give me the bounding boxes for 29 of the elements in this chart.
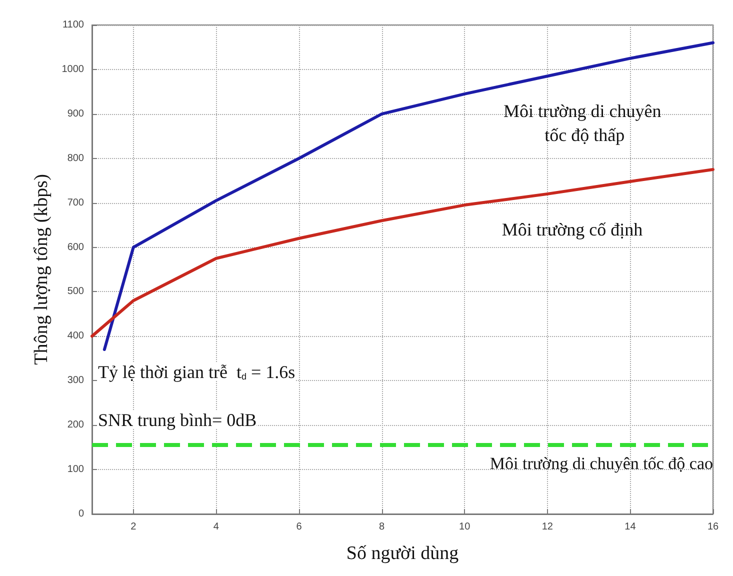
annotation: Tỷ lệ thời gian trễ td = 1.6s	[98, 362, 296, 382]
x-tick-label: 8	[379, 522, 386, 532]
line-series	[102, 41, 714, 352]
line-series	[90, 168, 714, 338]
y-tick-label: 1100	[62, 20, 84, 30]
y-tick-label: 100	[67, 464, 84, 476]
x-tick-label: 10	[459, 522, 471, 532]
series-label: Môi trường di chuyên tốc độ thấp	[504, 100, 666, 145]
x-axis-title: Số người dùng	[346, 543, 460, 564]
x-tick-label: 2	[130, 522, 137, 532]
annotation: SNR trung bình= 0dB	[98, 410, 257, 430]
x-tick-label: 12	[542, 522, 554, 532]
y-tick-label: 800	[67, 152, 84, 164]
y-tick-label: 400	[67, 330, 84, 342]
y-axis-title: Thông lượng tổng (kbps)	[30, 174, 52, 365]
ref-line-label: Môi trường di chuyên tốc độ cao	[490, 454, 713, 474]
x-tick-label: 16	[707, 522, 719, 532]
y-tick-label: 0	[78, 508, 84, 520]
x-tick-label: 6	[296, 522, 302, 532]
y-tick-label: 300	[67, 375, 84, 386]
y-tick-label: 700	[67, 197, 84, 208]
x-tick-label: 4	[213, 522, 220, 532]
y-tick-label: 900	[67, 108, 84, 120]
series-label: Môi trường cố định	[502, 219, 643, 240]
x-tick-label: 14	[624, 522, 636, 532]
y-tick-label: 500	[67, 286, 84, 298]
y-tick-label: 200	[67, 420, 84, 431]
y-tick-label: 1000	[62, 64, 84, 75]
y-tick-label: 600	[67, 242, 84, 253]
